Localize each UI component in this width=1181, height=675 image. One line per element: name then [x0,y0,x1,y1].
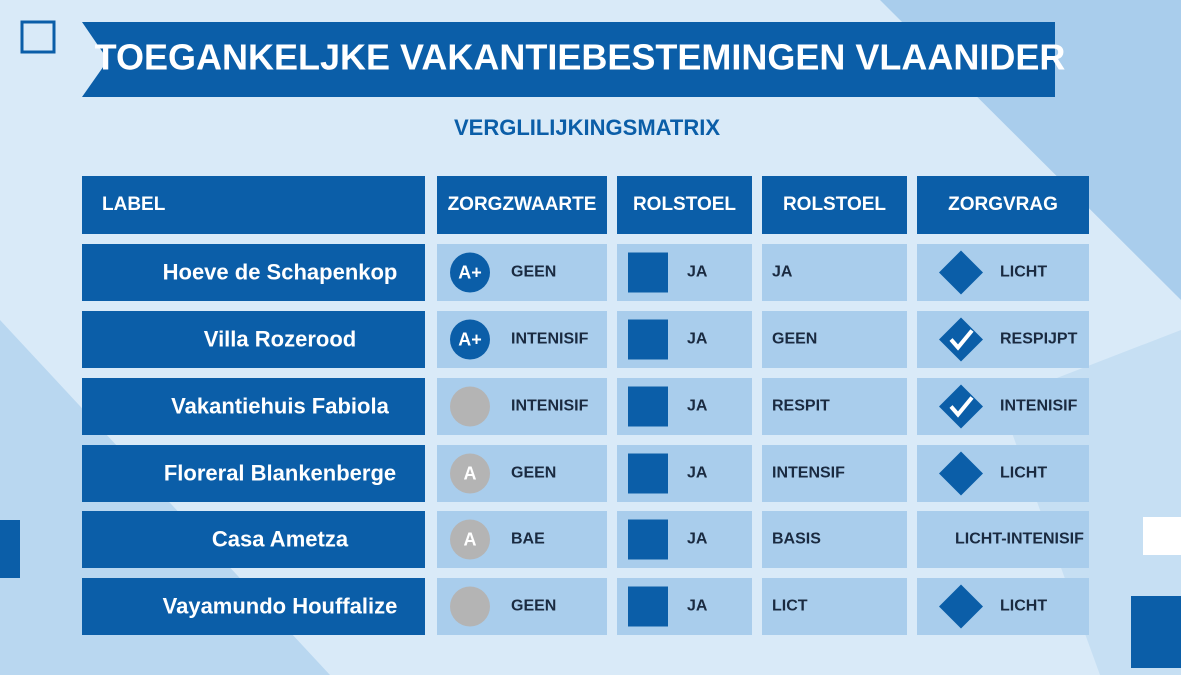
cell-text: LICHT [1000,598,1047,615]
table: LABEL ZORGZWAARTE ROLSTOEL ROLSTOEL ZORGVRAG… [82,176,1089,635]
cell [762,445,907,502]
cell-text: JA [687,398,708,415]
cell-text: BAE [511,531,545,548]
badge [450,386,490,427]
column-header: ZORGVRAG [948,194,1058,215]
subtitle: VERGLILIJKINGSMATRIX [454,115,720,140]
cell-text: JA [772,264,793,281]
header-cell [437,176,607,234]
cell-text: JA [687,465,708,482]
cell-text: RESPIT [772,398,830,415]
header-cell [917,176,1089,234]
row-label: Vayamundo Houffalize [163,593,398,618]
cell-text: LICT [772,598,808,615]
cell-text: GEEN [511,264,556,281]
cell [917,511,1089,568]
cell-text: LICHT [1000,264,1047,281]
badge-text: A+ [458,262,482,282]
decor [1131,596,1181,668]
square-icon [628,453,668,494]
cell-text: INTENISIF [511,398,589,415]
row-label: Hoeve de Schapenkop [163,259,398,284]
square-icon [628,586,668,627]
cell-text: GEEN [772,331,817,348]
badge-text: A+ [458,329,482,349]
square-icon [628,519,668,560]
column-header: LABEL [102,194,166,215]
cell-text: RESPIJPT [1000,331,1078,348]
cell [762,311,907,368]
row-label-cell [82,378,425,435]
diamond-icon [939,317,983,362]
decor [20,20,56,54]
check-icon [949,396,974,418]
row-label: Villa Rozerood [204,326,356,351]
row-label-cell [82,244,425,301]
row-label: Floreral Blankenberge [164,460,396,485]
badge [450,519,490,560]
badge [450,586,490,627]
cell-text: JA [687,531,708,548]
row-label: Casa Ametza [212,526,349,551]
row-label-cell [82,578,425,635]
decor [0,520,20,578]
cell [762,378,907,435]
decor [1143,517,1181,555]
header-cell [82,176,425,234]
cell-text: GEEN [511,598,556,615]
square-icon [628,386,668,427]
cell-text: LICHT-INTENISIF [955,531,1084,548]
cell [762,244,907,301]
badge [450,453,490,494]
cell-text: LICHT [1000,465,1047,482]
cell [762,511,907,568]
cell-text: JA [687,264,708,281]
cell-text: INTENISIF [1000,398,1078,415]
cell-text: JA [687,598,708,615]
cell-text: BASIS [772,531,821,548]
square-icon [628,319,668,360]
header-cell [617,176,752,234]
square-icon [628,252,668,293]
header-cell [762,176,907,234]
badge [450,252,490,293]
badge-text: A [464,529,477,549]
diamond-icon [939,451,983,496]
column-header: ZORGZWAARTE [448,194,597,215]
cell [762,578,907,635]
check-icon [949,329,974,351]
diamond-icon [939,384,983,429]
cell-text: JA [687,331,708,348]
cell-text: GEEN [511,465,556,482]
badge [450,319,490,360]
cell-text: INTENSIF [772,465,845,482]
title-banner [82,22,1055,97]
column-header: ROLSTOEL [783,194,886,215]
row-label-cell [82,511,425,568]
title: TOEGANKELJKE VAKANTIEBESTEMINGEN VLAANID… [95,37,1066,78]
diamond-icon [939,250,983,295]
column-header: ROLSTOEL [633,194,736,215]
cell-text: INTENISIF [511,331,589,348]
row-label-cell [82,311,425,368]
row-label: Vakantiehuis Fabiola [171,393,389,418]
badge-text: A [464,463,477,483]
diamond-icon [939,584,983,629]
row-label-cell [82,445,425,502]
